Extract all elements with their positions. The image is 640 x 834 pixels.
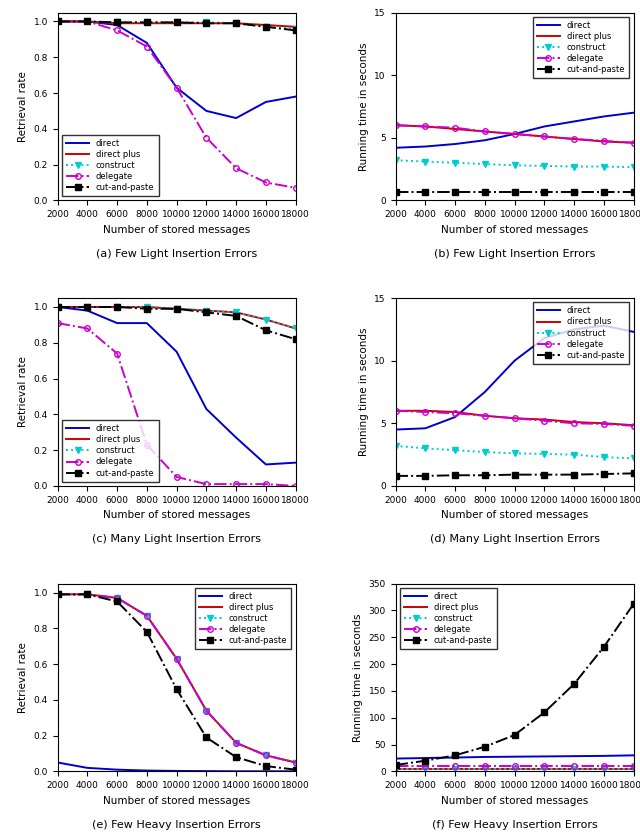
X-axis label: Number of stored messages: Number of stored messages xyxy=(103,796,250,806)
Legend: direct, direct plus, construct, delegate, cut-and-paste: direct, direct plus, construct, delegate… xyxy=(195,588,291,650)
Y-axis label: Running time in seconds: Running time in seconds xyxy=(353,613,363,741)
Title: (f) Few Heavy Insertion Errors: (f) Few Heavy Insertion Errors xyxy=(432,820,598,830)
X-axis label: Number of stored messages: Number of stored messages xyxy=(441,224,588,234)
Legend: direct, direct plus, construct, delegate, cut-and-paste: direct, direct plus, construct, delegate… xyxy=(62,420,159,482)
Legend: direct, direct plus, construct, delegate, cut-and-paste: direct, direct plus, construct, delegate… xyxy=(532,302,629,364)
X-axis label: Number of stored messages: Number of stored messages xyxy=(103,224,250,234)
Y-axis label: Retrieval rate: Retrieval rate xyxy=(18,357,28,427)
Title: (a) Few Light Insertion Errors: (a) Few Light Insertion Errors xyxy=(96,249,257,259)
Y-axis label: Running time in seconds: Running time in seconds xyxy=(359,43,369,171)
X-axis label: Number of stored messages: Number of stored messages xyxy=(441,796,588,806)
Legend: direct, direct plus, construct, delegate, cut-and-paste: direct, direct plus, construct, delegate… xyxy=(532,17,629,78)
Title: (c) Many Light Insertion Errors: (c) Many Light Insertion Errors xyxy=(92,535,261,545)
Legend: direct, direct plus, construct, delegate, cut-and-paste: direct, direct plus, construct, delegate… xyxy=(62,134,159,196)
Title: (e) Few Heavy Insertion Errors: (e) Few Heavy Insertion Errors xyxy=(92,820,261,830)
Title: (b) Few Light Insertion Errors: (b) Few Light Insertion Errors xyxy=(434,249,595,259)
Y-axis label: Retrieval rate: Retrieval rate xyxy=(18,71,28,142)
X-axis label: Number of stored messages: Number of stored messages xyxy=(103,510,250,520)
Y-axis label: Retrieval rate: Retrieval rate xyxy=(18,642,28,713)
Legend: direct, direct plus, construct, delegate, cut-and-paste: direct, direct plus, construct, delegate… xyxy=(400,588,497,650)
X-axis label: Number of stored messages: Number of stored messages xyxy=(441,510,588,520)
Title: (d) Many Light Insertion Errors: (d) Many Light Insertion Errors xyxy=(429,535,600,545)
Y-axis label: Running time in seconds: Running time in seconds xyxy=(359,328,369,456)
